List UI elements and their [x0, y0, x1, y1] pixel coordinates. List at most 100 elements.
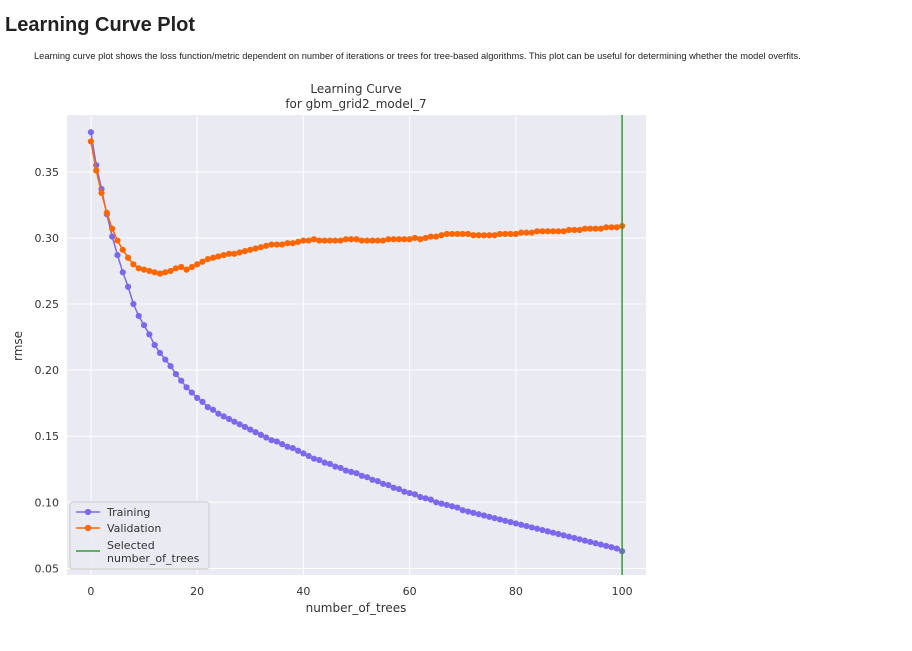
data-point — [162, 356, 169, 363]
data-point — [406, 489, 413, 497]
data-point — [358, 237, 365, 244]
data-point — [316, 237, 323, 244]
data-point — [385, 482, 392, 489]
data-point — [231, 250, 238, 257]
legend: Training Validation Selectednumber_of_tree… — [69, 501, 210, 570]
data-point — [279, 441, 286, 448]
data-point — [427, 496, 434, 503]
data-point — [587, 225, 594, 232]
data-point — [236, 249, 243, 256]
data-point — [263, 242, 270, 249]
data-point — [257, 431, 264, 438]
data-point — [140, 266, 148, 273]
data-point — [464, 508, 472, 515]
data-point — [486, 513, 493, 520]
data-point — [544, 228, 551, 235]
data-point — [379, 480, 387, 487]
data-point — [528, 524, 535, 531]
data-point — [597, 225, 604, 232]
chart-subtitle: for gbm_grid2_model_7 — [285, 97, 426, 111]
data-point — [326, 460, 334, 468]
data-point — [348, 236, 355, 243]
data-point — [268, 241, 275, 248]
data-point — [183, 384, 190, 391]
data-point — [114, 237, 121, 244]
data-point — [587, 538, 594, 546]
legend-marker — [84, 508, 92, 516]
data-point — [204, 255, 211, 263]
data-point — [369, 476, 376, 483]
data-point — [305, 452, 312, 460]
data-point — [263, 434, 270, 441]
data-point — [496, 230, 504, 238]
data-point — [454, 230, 461, 238]
data-point — [353, 470, 360, 477]
data-point — [151, 341, 158, 349]
data-point — [374, 478, 381, 485]
data-point — [502, 517, 509, 524]
data-point — [332, 237, 339, 244]
y-tick-label: 0.15 — [35, 430, 60, 443]
data-point — [194, 394, 201, 401]
data-point — [395, 236, 403, 243]
data-point — [507, 230, 514, 238]
y-tick-label: 0.35 — [35, 166, 60, 179]
data-point — [576, 226, 583, 234]
data-point — [103, 209, 110, 216]
data-point — [549, 228, 557, 235]
data-point — [523, 229, 530, 236]
data-point — [411, 234, 419, 242]
data-point — [454, 504, 461, 511]
data-point — [321, 459, 328, 466]
data-point — [241, 248, 249, 255]
legend-box — [69, 501, 210, 570]
y-tick-label: 0.25 — [35, 298, 60, 311]
data-point — [358, 472, 365, 479]
data-point — [555, 228, 562, 235]
data-point — [188, 263, 195, 271]
data-point — [496, 516, 504, 523]
data-point — [555, 530, 562, 538]
data-point — [581, 537, 589, 544]
data-point — [544, 528, 551, 535]
data-point — [114, 252, 121, 259]
data-point — [220, 252, 227, 259]
data-point — [417, 493, 424, 501]
data-point — [284, 240, 291, 247]
data-point — [215, 410, 222, 417]
data-point — [581, 225, 589, 232]
data-point — [151, 269, 158, 276]
y-tick-label: 0.20 — [35, 364, 60, 377]
data-point — [369, 237, 376, 244]
data-point — [348, 468, 355, 475]
data-point — [480, 232, 488, 239]
data-point — [289, 240, 296, 247]
series-validation — [87, 138, 626, 277]
data-point — [512, 230, 519, 238]
data-point — [135, 312, 142, 320]
data-point — [342, 467, 349, 474]
data-point — [130, 261, 137, 268]
data-point — [236, 421, 243, 428]
data-point — [401, 488, 408, 495]
data-point — [294, 238, 302, 245]
data-point — [438, 500, 445, 507]
data-point — [326, 237, 334, 244]
data-point — [470, 232, 477, 239]
data-point — [613, 545, 620, 552]
data-point — [178, 263, 185, 271]
legend-marker — [84, 524, 92, 532]
data-point — [87, 129, 95, 136]
data-point — [332, 463, 339, 470]
data-point — [422, 495, 429, 502]
page-description: Learning curve plot shows the loss funct… — [34, 51, 801, 61]
data-point — [507, 519, 514, 526]
data-point — [172, 370, 179, 378]
data-point — [565, 533, 573, 540]
data-point — [560, 228, 567, 235]
data-point — [305, 237, 312, 244]
data-point — [199, 258, 206, 265]
data-point — [379, 237, 387, 244]
